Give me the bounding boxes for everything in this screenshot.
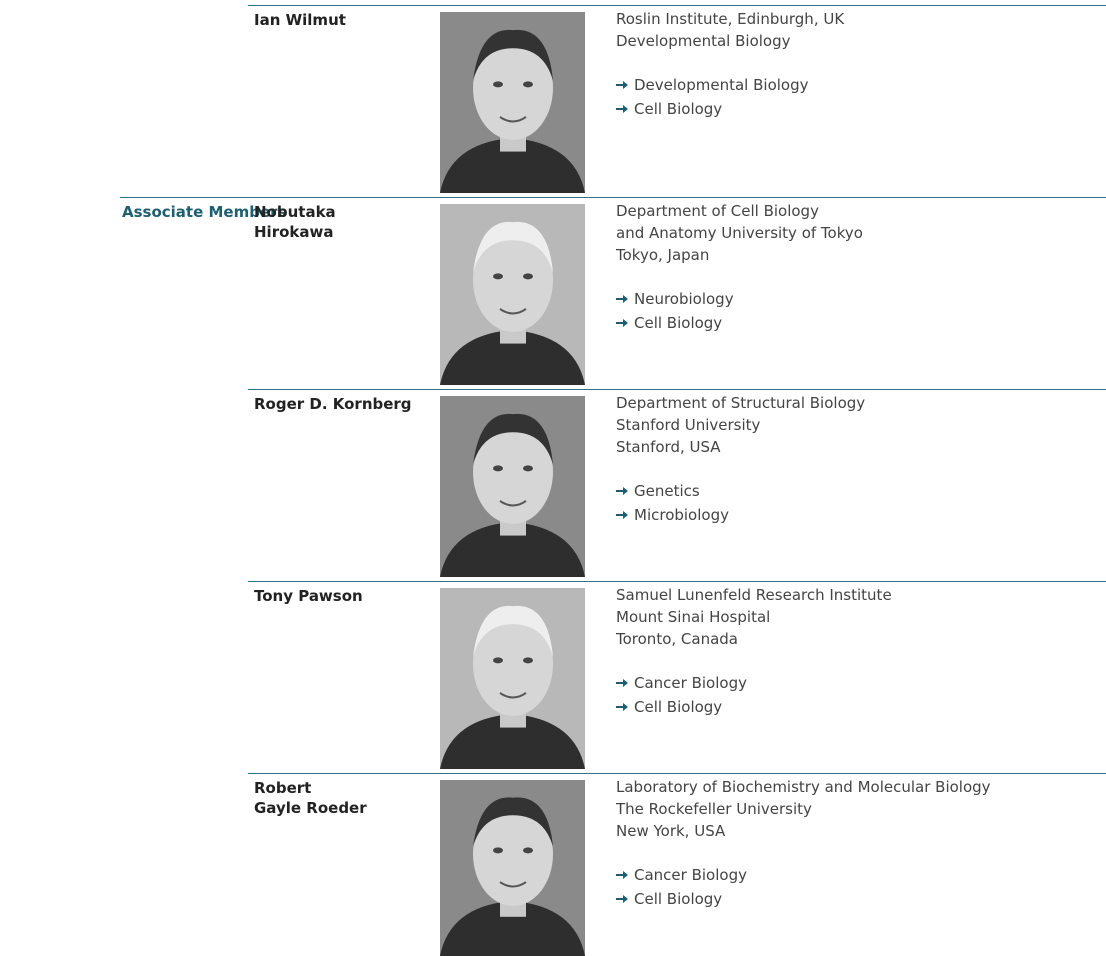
arrow-icon <box>616 871 628 879</box>
affiliation-line: Stanford, USA <box>616 438 721 456</box>
portrait <box>440 12 585 193</box>
member-name: Tony Pawson <box>254 587 363 605</box>
member-name: Gayle Roeder <box>254 799 367 817</box>
field-name: Cell Biology <box>634 314 723 332</box>
portrait-photo <box>440 12 585 193</box>
research-field: Neurobiology <box>616 288 734 310</box>
research-field: Cell Biology <box>616 312 722 334</box>
arrow-icon <box>616 511 628 519</box>
row-divider <box>120 197 1106 198</box>
research-field: Cell Biology <box>616 696 722 718</box>
research-field: Microbiology <box>616 504 729 526</box>
field-name: Neurobiology <box>634 290 734 308</box>
field-name: Genetics <box>634 482 700 500</box>
arrow-icon <box>616 679 628 687</box>
affiliation-line: Tokyo, Japan <box>616 246 710 264</box>
field-name: Microbiology <box>634 506 729 524</box>
arrow-icon <box>616 487 628 495</box>
row-divider <box>248 389 1106 390</box>
field-name: Cell Biology <box>634 890 723 908</box>
research-field: Cell Biology <box>616 98 722 120</box>
member-name: Nobutaka <box>254 203 336 221</box>
portrait-photo <box>440 204 585 385</box>
portrait-photo <box>440 780 585 956</box>
portrait <box>440 780 585 956</box>
portrait-photo <box>440 396 585 577</box>
member-name: Robert <box>254 779 312 797</box>
field-name: Cell Biology <box>634 698 723 716</box>
portrait <box>440 588 585 769</box>
row-divider <box>248 773 1106 774</box>
affiliation-line: The Rockefeller University <box>616 800 812 818</box>
affiliation-line: Department of Cell Biology <box>616 202 819 220</box>
affiliation-line: New York, USA <box>616 822 726 840</box>
affiliation-line: Samuel Lunenfeld Research Institute <box>616 586 892 604</box>
portrait <box>440 204 585 385</box>
research-field: Cancer Biology <box>616 864 747 886</box>
row-divider <box>248 581 1106 582</box>
arrow-icon <box>616 81 628 89</box>
field-name: Cell Biology <box>634 100 723 118</box>
member-name: Roger D. Kornberg <box>254 395 412 413</box>
arrow-icon <box>616 895 628 903</box>
research-field: Developmental Biology <box>616 74 809 96</box>
arrow-icon <box>616 105 628 113</box>
row-divider <box>248 5 1106 6</box>
portrait <box>440 396 585 577</box>
field-name: Developmental Biology <box>634 76 809 94</box>
section-label: Associate Members <box>122 203 287 221</box>
research-field: Cancer Biology <box>616 672 747 694</box>
portrait-photo <box>440 588 585 769</box>
arrow-icon <box>616 319 628 327</box>
member-name: Hirokawa <box>254 223 334 241</box>
research-field: Cell Biology <box>616 888 722 910</box>
field-name: Cancer Biology <box>634 674 747 692</box>
affiliation-line: Roslin Institute, Edinburgh, UK <box>616 10 845 28</box>
research-field: Genetics <box>616 480 700 502</box>
arrow-icon <box>616 703 628 711</box>
field-name: Cancer Biology <box>634 866 747 884</box>
affiliation-line: Mount Sinai Hospital <box>616 608 771 626</box>
member-name: Ian Wilmut <box>254 11 346 29</box>
affiliation-line: Department of Structural Biology <box>616 394 866 412</box>
affiliation-line: Stanford University <box>616 416 761 434</box>
affiliation-line: Laboratory of Biochemistry and Molecular… <box>616 778 991 796</box>
affiliation-line: Toronto, Canada <box>616 630 738 648</box>
affiliation-line: and Anatomy University of Tokyo <box>616 224 863 242</box>
arrow-icon <box>616 295 628 303</box>
affiliation-line: Developmental Biology <box>616 32 791 50</box>
